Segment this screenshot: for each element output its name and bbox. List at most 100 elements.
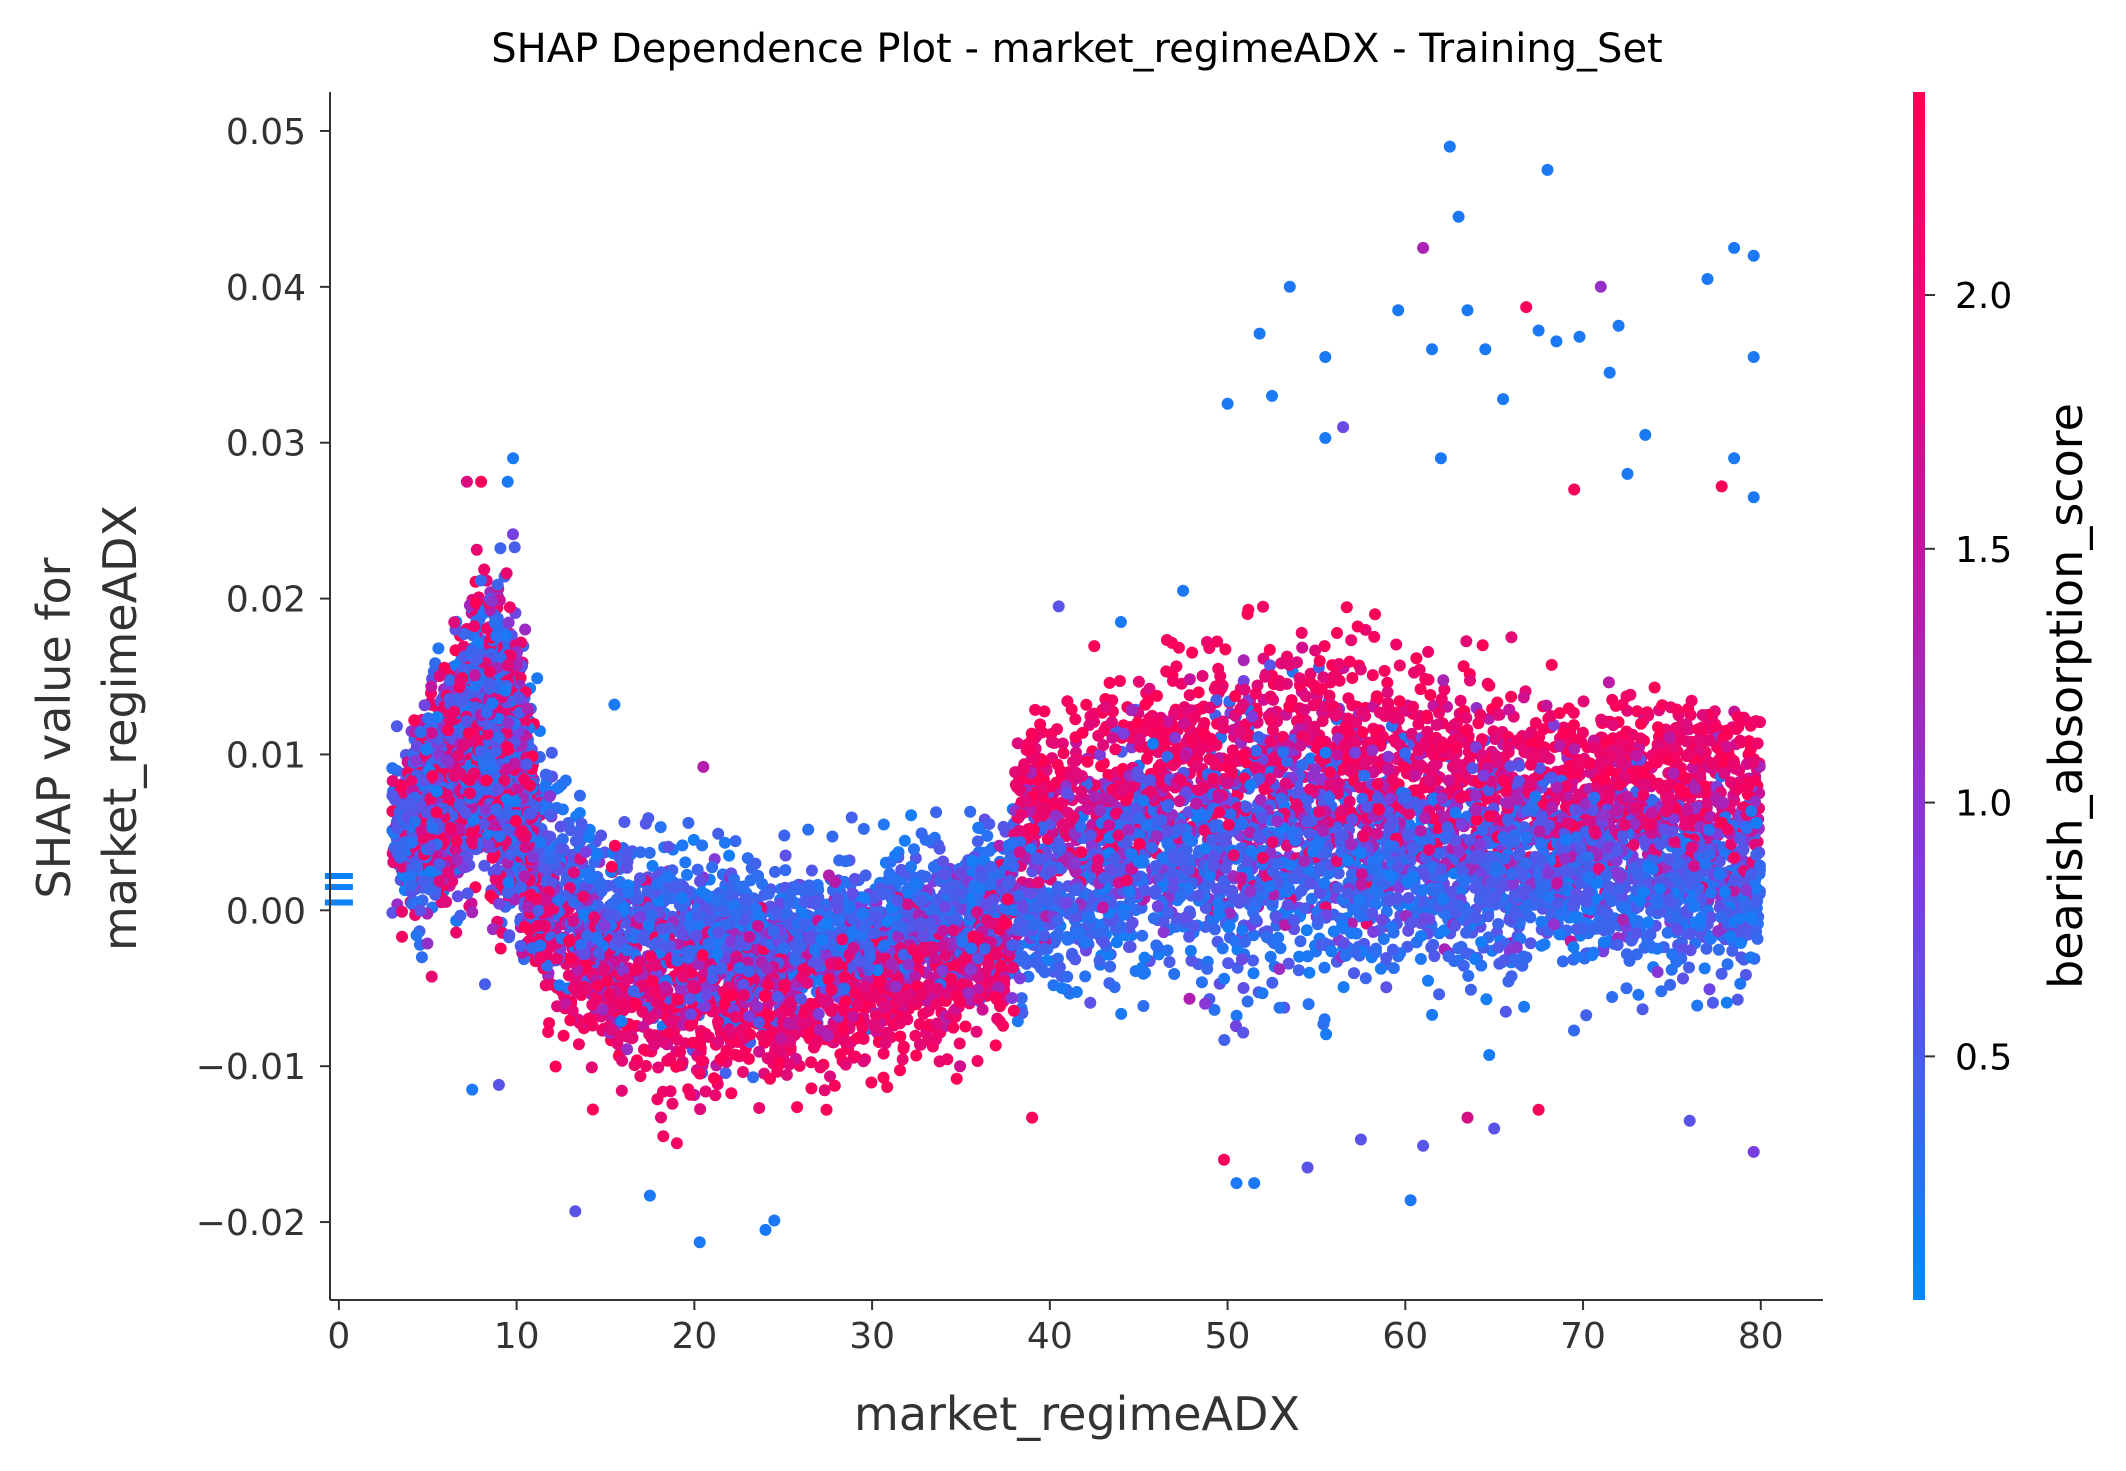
scatter-point bbox=[1567, 706, 1580, 719]
scatter-point bbox=[910, 1049, 923, 1062]
scatter-point bbox=[1264, 950, 1277, 963]
scatter-point bbox=[824, 1070, 836, 1083]
scatter-point bbox=[1237, 982, 1250, 994]
scatter-point bbox=[1132, 675, 1145, 688]
scatter-point bbox=[470, 543, 483, 556]
scatter-point bbox=[1580, 1009, 1593, 1022]
scatter-point bbox=[1051, 758, 1064, 771]
chart-title: SHAP Dependence Plot - market_regimeADX … bbox=[491, 26, 1663, 72]
scatter-point bbox=[1230, 1009, 1243, 1022]
scatter-point bbox=[877, 1071, 890, 1084]
scatter-point bbox=[1057, 747, 1070, 760]
scatter-point bbox=[1296, 759, 1309, 771]
scatter-point bbox=[1282, 957, 1295, 970]
scatter-point bbox=[1273, 1001, 1286, 1014]
scatter-point bbox=[778, 829, 791, 842]
scatter-point bbox=[877, 1047, 890, 1060]
scatter-point bbox=[1320, 1028, 1333, 1041]
scatter-point bbox=[1380, 981, 1393, 994]
scatter-point bbox=[1568, 1024, 1580, 1037]
scatter-point bbox=[1706, 996, 1719, 1009]
scatter-point bbox=[1390, 638, 1403, 651]
scatter-point bbox=[670, 1137, 683, 1150]
scatter-point bbox=[1160, 665, 1173, 678]
scatter-point bbox=[1414, 953, 1427, 965]
scatter-point bbox=[1266, 976, 1279, 989]
scatter-point bbox=[421, 937, 434, 950]
scatter-point bbox=[1332, 867, 1345, 880]
scatter-point bbox=[820, 1103, 833, 1116]
scatter-point bbox=[719, 1067, 732, 1079]
scatter-point bbox=[1084, 996, 1097, 1009]
scatter-point bbox=[1241, 995, 1254, 1008]
scatter-point bbox=[1219, 643, 1232, 656]
scatter-point bbox=[1247, 954, 1259, 967]
scatter-point bbox=[1540, 699, 1553, 712]
scatter-point bbox=[549, 1060, 562, 1073]
scatter-point bbox=[1093, 748, 1106, 761]
scatter-point bbox=[1505, 690, 1518, 703]
scatter-point bbox=[1137, 1000, 1150, 1012]
scatter-point bbox=[639, 817, 652, 830]
scatter-point bbox=[651, 1093, 664, 1106]
scatter-point bbox=[1348, 967, 1360, 980]
scatter-point bbox=[386, 762, 399, 775]
scatter-point bbox=[1157, 926, 1170, 939]
scatter-point bbox=[586, 1103, 599, 1116]
scatter-point bbox=[805, 864, 818, 877]
scatter-point bbox=[1237, 654, 1250, 667]
scatter-point bbox=[753, 1102, 766, 1114]
scatter-point bbox=[926, 1040, 939, 1053]
scatter-point bbox=[508, 541, 521, 554]
scatter-point bbox=[1273, 963, 1286, 975]
scatter-point bbox=[390, 720, 403, 733]
scatter-point bbox=[666, 1097, 679, 1110]
scatter-point bbox=[1631, 705, 1644, 718]
scatter-point bbox=[971, 1055, 984, 1067]
scatter-point bbox=[531, 672, 544, 685]
scatter-point bbox=[950, 1072, 963, 1085]
scatter-point bbox=[542, 1026, 555, 1038]
scatter-point bbox=[1698, 962, 1711, 975]
scatter-point bbox=[805, 1082, 818, 1095]
scatter-point bbox=[1726, 944, 1739, 957]
scatter-point bbox=[1056, 737, 1069, 750]
scatter-point bbox=[1426, 1008, 1439, 1021]
scatter-point bbox=[1183, 673, 1196, 686]
scatter-point bbox=[1595, 713, 1608, 726]
scatter-point bbox=[1422, 974, 1434, 987]
scatter-point bbox=[1366, 669, 1379, 682]
scatter-point bbox=[805, 1056, 818, 1069]
scatter-point bbox=[1378, 664, 1391, 677]
scatter-point bbox=[1051, 723, 1063, 736]
scatter-point bbox=[543, 1017, 556, 1030]
scatter-point bbox=[1381, 676, 1394, 689]
scatter-point bbox=[386, 906, 399, 919]
scatter-point bbox=[654, 821, 667, 834]
scatter-point bbox=[1300, 924, 1313, 937]
scatter-point bbox=[1677, 972, 1689, 985]
scatter-point bbox=[1113, 675, 1126, 687]
scatter-point bbox=[1655, 985, 1668, 998]
scatter-point bbox=[1301, 950, 1314, 963]
scatter-point bbox=[425, 970, 438, 983]
scatter-point bbox=[1093, 954, 1106, 967]
scatter-point bbox=[1167, 674, 1179, 687]
scatter-point bbox=[1196, 670, 1209, 682]
scatter-point bbox=[494, 942, 507, 955]
scatter-point bbox=[1168, 968, 1181, 980]
scatter-point bbox=[723, 849, 736, 862]
scatter-point bbox=[1422, 645, 1435, 658]
scatter-point bbox=[1374, 962, 1387, 975]
scatter-point bbox=[1387, 962, 1400, 975]
scatter-point bbox=[1015, 992, 1028, 1005]
scatter-point bbox=[1739, 968, 1752, 981]
scatter-point bbox=[1195, 976, 1208, 989]
scatter-point bbox=[664, 1085, 677, 1098]
scatter-point bbox=[1331, 627, 1343, 639]
scatter-point bbox=[1438, 683, 1451, 696]
scatter-point bbox=[1529, 717, 1542, 729]
scatter-point bbox=[1038, 705, 1051, 718]
scatter-point bbox=[1218, 1034, 1231, 1046]
scatter-point bbox=[709, 1089, 722, 1102]
